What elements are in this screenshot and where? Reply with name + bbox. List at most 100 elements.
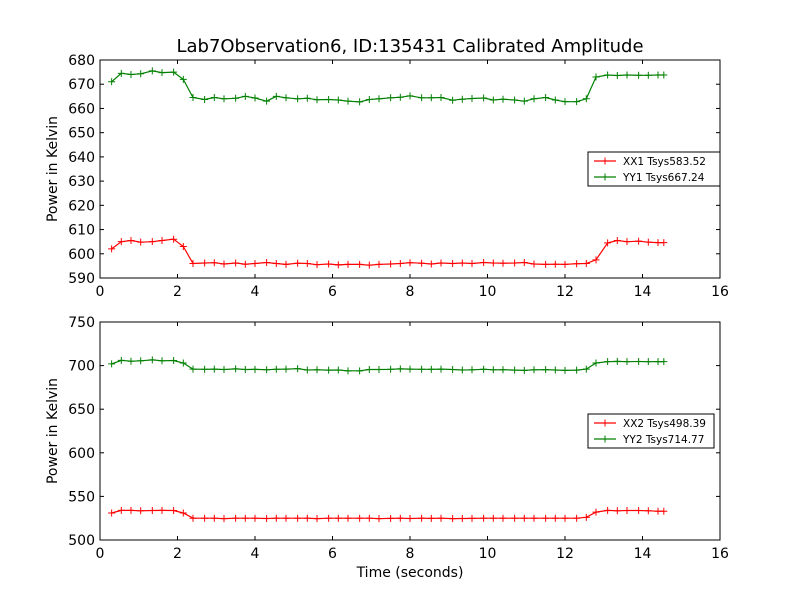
data-point — [344, 260, 352, 268]
data-point — [406, 92, 414, 100]
y-tick-label: 700 — [68, 359, 95, 375]
data-point — [396, 259, 404, 267]
data-point — [427, 94, 435, 102]
x-tick-label: 16 — [711, 546, 729, 562]
data-point — [406, 259, 414, 267]
data-point — [449, 259, 457, 267]
data-point — [635, 71, 643, 79]
data-point — [263, 258, 271, 266]
data-point — [530, 260, 538, 268]
data-point — [573, 260, 581, 268]
data-point — [117, 69, 125, 77]
legend-label: YY2 Tsys714.77 — [622, 434, 704, 446]
data-point — [241, 366, 249, 374]
subplot-1: 0 2 4 6 8 10 12 14 16 590 600 610 620 630 640 650 660 670… — [45, 53, 729, 300]
data-point — [387, 514, 395, 522]
data-point — [365, 366, 373, 374]
data-point — [480, 94, 488, 102]
data-point — [561, 514, 569, 522]
data-point — [660, 507, 668, 515]
data-point — [179, 243, 187, 251]
data-point — [137, 357, 145, 365]
data-point — [418, 259, 426, 267]
data-point — [282, 94, 290, 102]
x-tick-label: 10 — [479, 284, 497, 300]
data-point — [241, 260, 249, 268]
data-point — [511, 514, 519, 522]
data-point — [263, 97, 271, 105]
data-point — [117, 356, 125, 364]
data-point — [148, 507, 156, 515]
data-point — [179, 75, 187, 83]
x-tick-label: 14 — [634, 546, 652, 562]
data-point — [137, 70, 145, 78]
data-point — [189, 514, 197, 522]
data-point — [499, 514, 507, 522]
data-point — [137, 507, 145, 515]
legend-label: YY1 Tsys667.24 — [622, 172, 705, 184]
data-point — [344, 97, 352, 105]
subplot-2: 0 2 4 6 8 10 12 14 16 500 550 600 650 700 750 Power in … — [45, 315, 729, 581]
data-point — [201, 259, 209, 267]
data-point — [437, 259, 445, 267]
data-point — [272, 92, 280, 100]
legend: XX2 Tsys498.39 YY2 Tsys714.77 — [587, 413, 715, 449]
data-point — [220, 260, 228, 268]
data-point — [613, 72, 621, 80]
data-point — [294, 365, 302, 373]
data-point — [220, 366, 228, 374]
data-point — [375, 260, 383, 268]
data-point — [520, 514, 528, 522]
x-tick-label: 6 — [328, 546, 337, 562]
data-point — [325, 366, 333, 374]
data-point — [468, 95, 476, 103]
data-point — [644, 507, 652, 515]
y-axis-label: Power in Kelvin — [45, 378, 61, 484]
data-point — [201, 365, 209, 373]
data-point — [458, 366, 466, 374]
data-point — [241, 92, 249, 100]
y-tick-label: 660 — [68, 101, 95, 117]
series-1 — [108, 235, 668, 269]
y-tick-label: 620 — [68, 198, 95, 214]
data-point — [437, 94, 445, 102]
data-point — [334, 96, 342, 104]
data-point — [418, 94, 426, 102]
x-tick-label: 14 — [634, 284, 652, 300]
data-point — [148, 67, 156, 75]
data-point — [542, 514, 550, 522]
data-point — [418, 514, 426, 522]
data-point — [303, 259, 311, 267]
data-point — [551, 96, 559, 104]
data-point — [356, 367, 364, 375]
data-point — [406, 365, 414, 373]
data-point — [604, 239, 612, 247]
data-point — [313, 515, 321, 523]
data-point — [660, 358, 668, 366]
data-point — [344, 367, 352, 375]
data-point — [189, 94, 197, 102]
data-point — [396, 514, 404, 522]
data-point — [127, 236, 135, 244]
data-point — [418, 365, 426, 373]
data-point — [170, 68, 178, 76]
data-point — [582, 513, 590, 521]
series-2 — [108, 356, 668, 375]
data-point — [613, 357, 621, 365]
data-point — [582, 259, 590, 267]
data-point — [241, 514, 249, 522]
data-point — [644, 71, 652, 79]
data-point — [344, 514, 352, 522]
data-point — [520, 366, 528, 374]
data-point — [458, 515, 466, 523]
data-point — [251, 259, 259, 267]
data-point — [520, 97, 528, 105]
y-tick-label: 650 — [68, 126, 95, 142]
y-axis-label: Power in Kelvin — [45, 116, 61, 222]
y-tick-label: 630 — [68, 174, 95, 190]
legend-label: XX1 Tsys583.52 — [623, 156, 706, 168]
x-tick-label: 4 — [251, 546, 260, 562]
data-point — [282, 514, 290, 522]
data-point — [644, 358, 652, 366]
data-point — [468, 514, 476, 522]
